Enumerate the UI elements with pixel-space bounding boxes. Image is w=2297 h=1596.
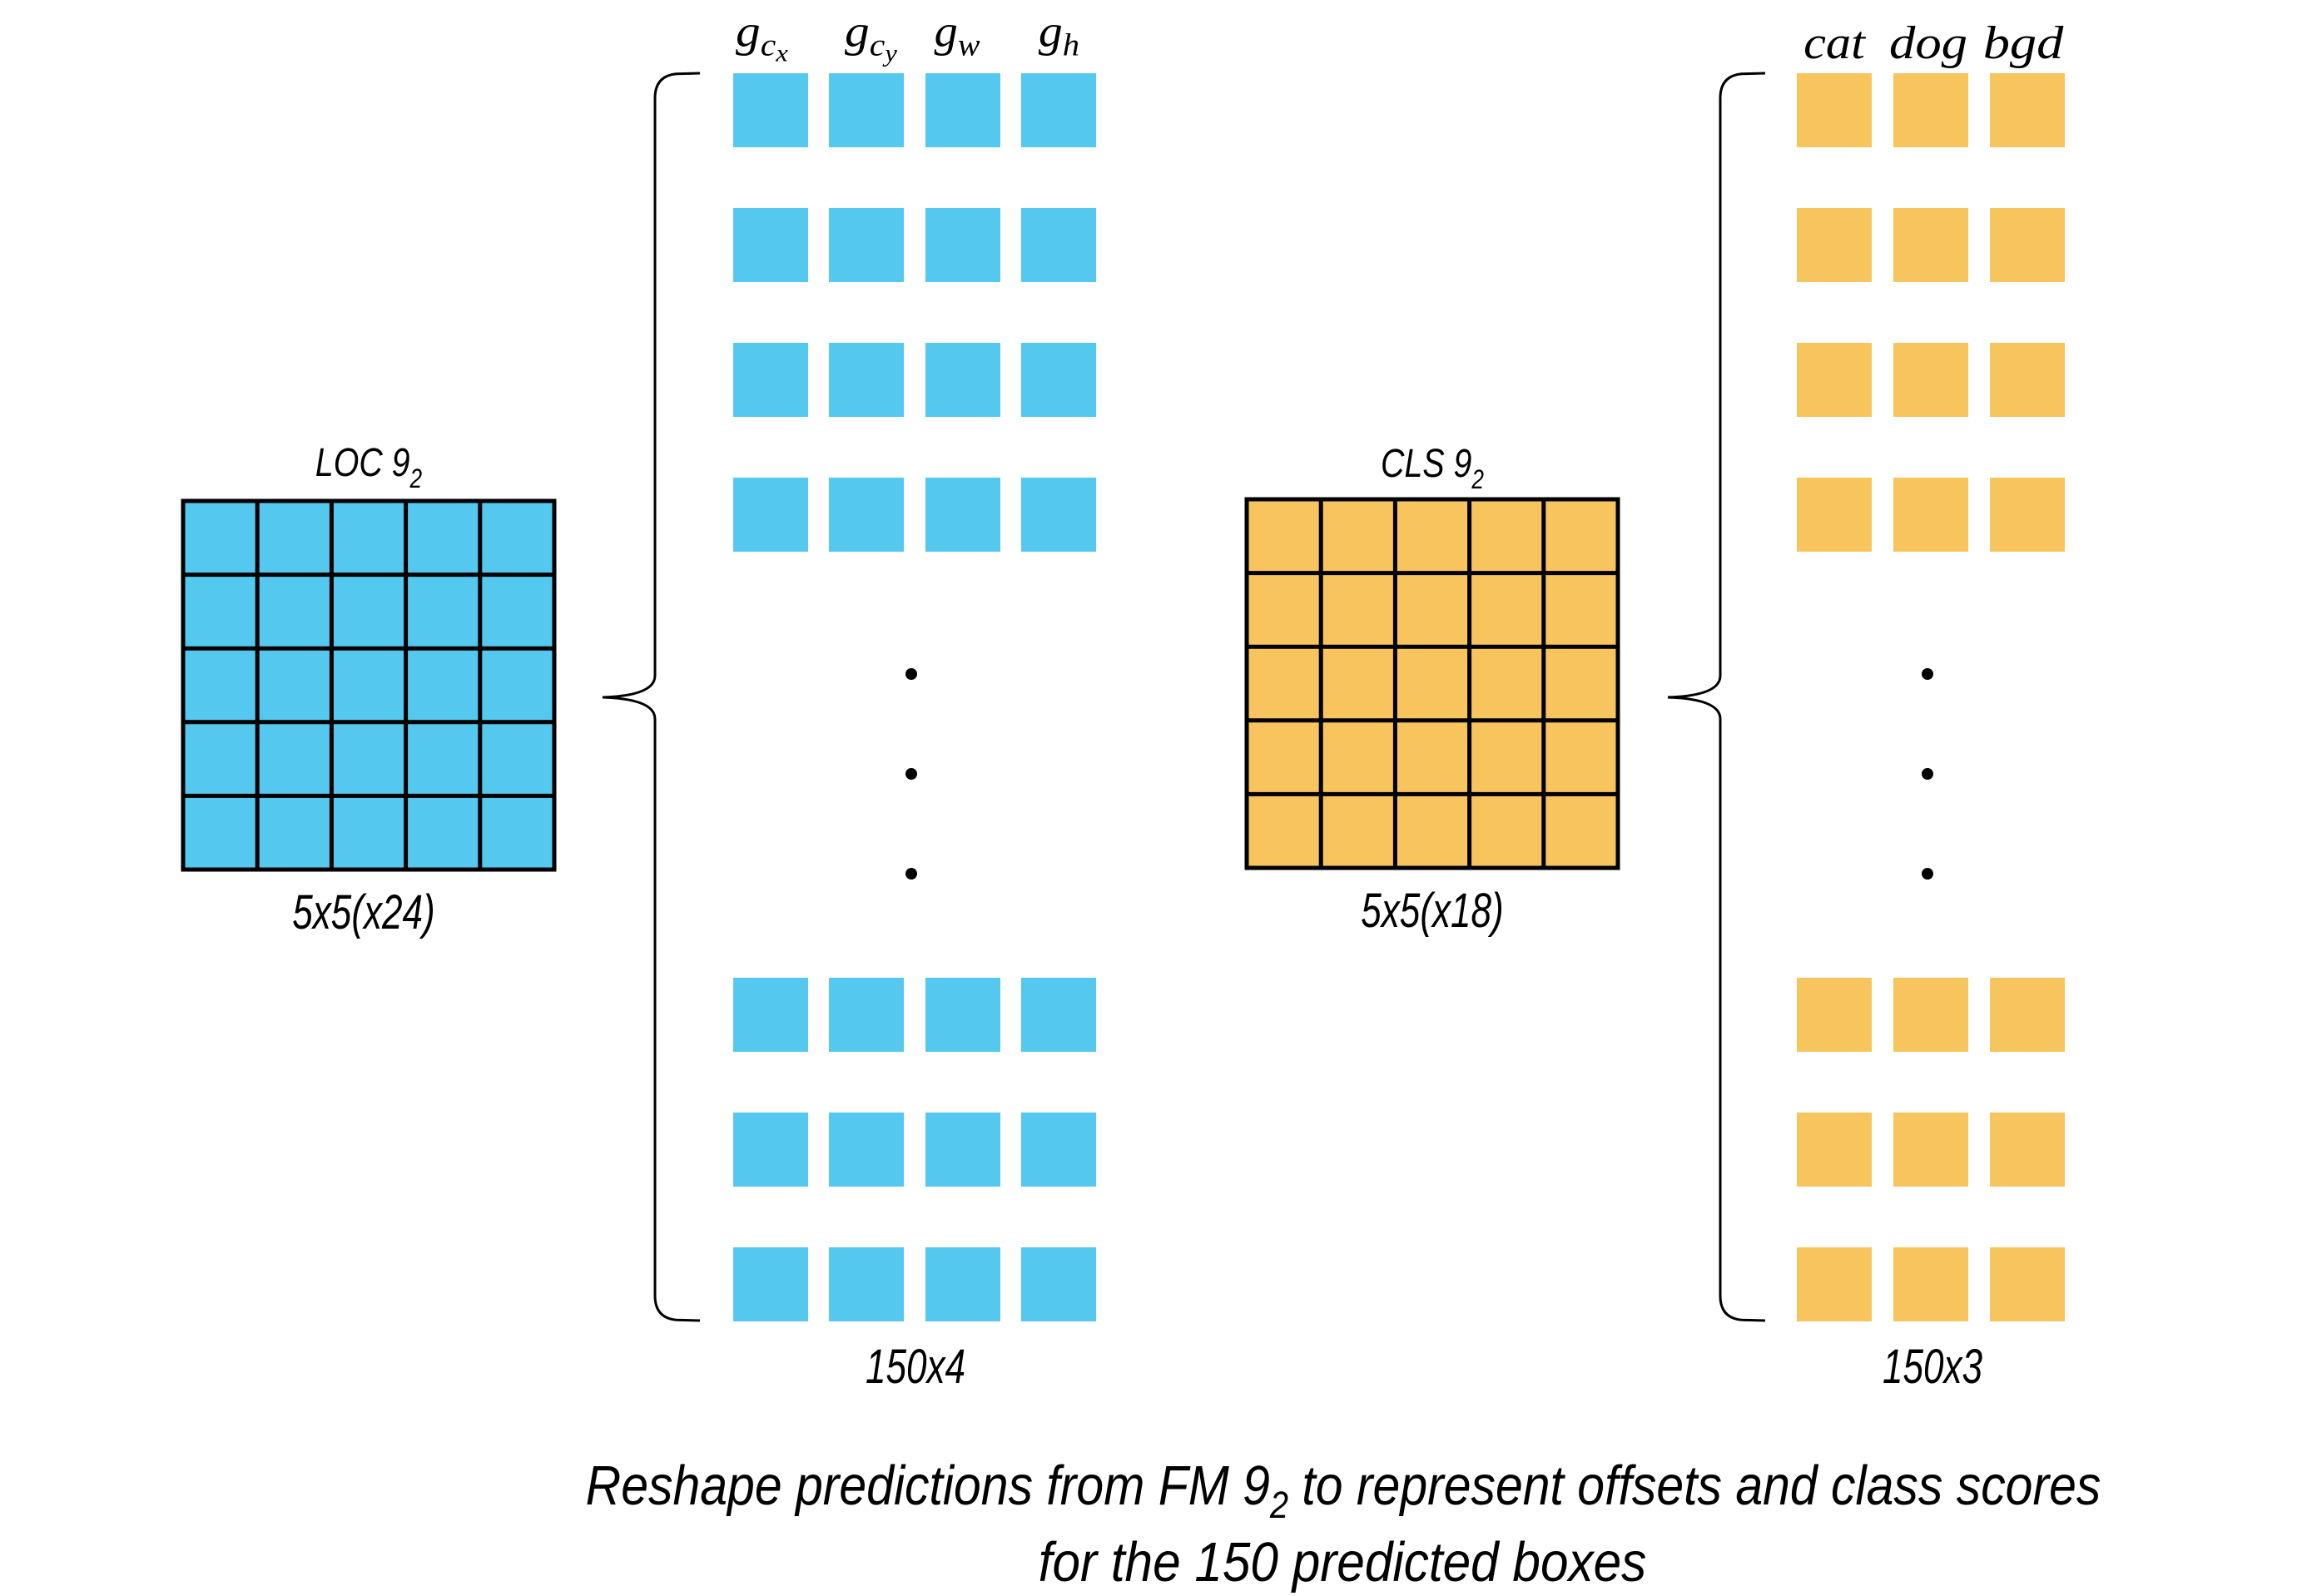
svg-text:5x5(x24): 5x5(x24) xyxy=(292,885,434,939)
svg-text:bgd: bgd xyxy=(1983,17,2064,69)
svg-text:150x4: 150x4 xyxy=(866,1339,965,1393)
svg-text:5x5(x18): 5x5(x18) xyxy=(1361,883,1503,937)
svg-text:Reshape predictions from FM 92: Reshape predictions from FM 92 to repres… xyxy=(586,1455,2101,1526)
svg-text:gw: gw xyxy=(935,7,980,63)
svg-text:150x3: 150x3 xyxy=(1883,1339,1982,1393)
svg-text:for the 150 predicted boxes: for the 150 predicted boxes xyxy=(1039,1530,1647,1594)
svg-text:cat: cat xyxy=(1803,17,1867,68)
svg-text:dog: dog xyxy=(1889,17,1967,68)
svg-text:gh: gh xyxy=(1039,7,1079,62)
